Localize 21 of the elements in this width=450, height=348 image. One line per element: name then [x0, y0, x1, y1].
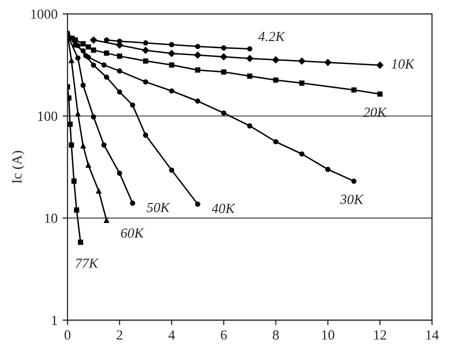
series-label: 10K: [392, 59, 415, 69]
x-tick-label: 6: [220, 330, 227, 340]
y-axis-title: Ic (A): [12, 150, 24, 184]
series-label: 30K: [340, 194, 364, 204]
series-label: 77K: [76, 258, 99, 268]
x-tick-label: 12: [374, 330, 386, 340]
series-label: 60K: [121, 228, 144, 238]
x-tick-label: 14: [426, 330, 439, 340]
series-label: 4.2K: [258, 32, 286, 42]
series-label: 40K: [212, 204, 236, 214]
y-tick-label: 100: [38, 112, 58, 121]
x-tick-label: 8: [272, 330, 279, 340]
series-label: 20K: [363, 108, 388, 117]
x-tick-label: 2: [116, 330, 122, 340]
y-tick-label: 1: [52, 316, 57, 325]
y-tick-label: 10: [45, 214, 58, 224]
x-tick-label: 0: [64, 330, 70, 340]
x-tick-label: 4: [168, 330, 175, 340]
y-tick-label: 1000: [31, 10, 58, 19]
x-tick-label: 10: [322, 330, 334, 340]
series-label: 50K: [146, 202, 170, 212]
